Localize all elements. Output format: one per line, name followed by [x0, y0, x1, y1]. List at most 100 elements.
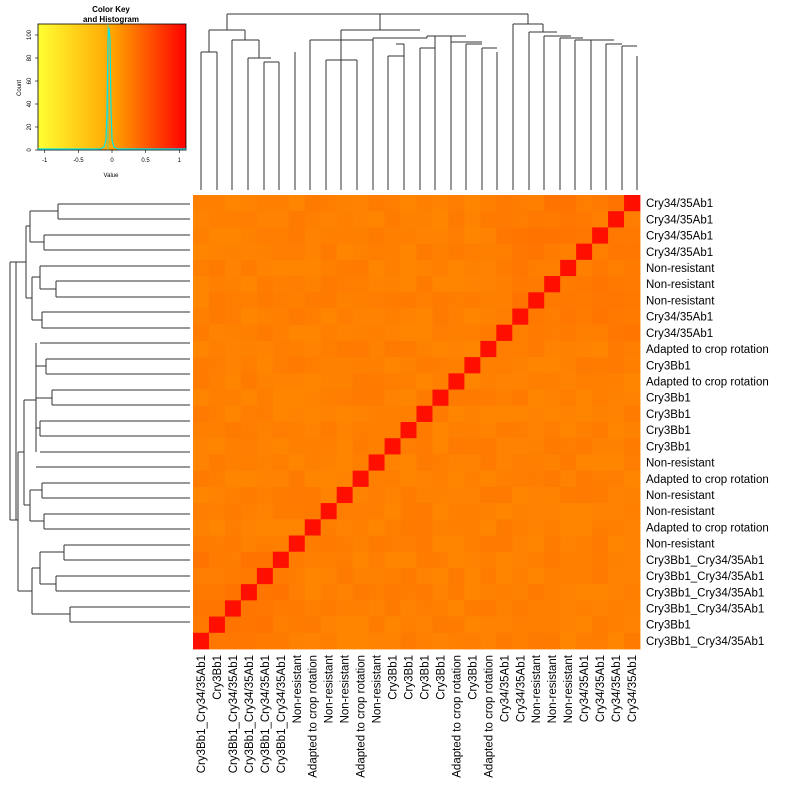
heatmap-cell: [193, 389, 210, 407]
heatmap-cell: [320, 195, 338, 212]
row-label: Cry34/35Ab1: [646, 312, 713, 324]
heatmap-cell: [528, 276, 545, 293]
heatmap-cell: [384, 195, 401, 212]
heatmap-cell: [560, 503, 577, 520]
heatmap-cell: [544, 227, 561, 245]
heatmap-cell: [608, 308, 625, 326]
heatmap-cell: [480, 551, 497, 569]
row-label: Cry3Bb1_Cry34/35Ab1: [646, 587, 764, 599]
row-labels: Cry34/35Ab1 Cry34/35Ab1 Cry34/35Ab1 Cry34/3…: [646, 198, 769, 648]
heatmap-cell: [368, 551, 385, 569]
heatmap-cell: [416, 422, 433, 439]
heatmap-cell: [464, 632, 481, 650]
heatmap-cell: [560, 324, 577, 342]
heatmap-cell: [336, 357, 354, 374]
heatmap-cell: [480, 519, 497, 536]
column-label: Cry34/35Ab1: [515, 655, 527, 722]
heatmap-cell: [496, 470, 513, 488]
heatmap-cell: [592, 600, 609, 617]
heatmap-cell: [240, 519, 258, 536]
heatmap-cell: [448, 324, 465, 342]
heatmap-cell: [400, 276, 417, 293]
heatmap-cell: [384, 567, 401, 585]
heatmap-cell: [416, 340, 433, 358]
heatmap-cell: [432, 616, 449, 634]
heatmap-cell: [304, 519, 322, 536]
heatmap-cell: [528, 195, 545, 212]
heatmap-cell: [512, 259, 529, 277]
heatmap-cell: [448, 486, 465, 504]
heatmap-cell: [624, 551, 641, 569]
heatmap-cell: [352, 292, 369, 309]
heatmap-cell: [480, 422, 497, 439]
heatmap-cell: [336, 519, 354, 536]
heatmap-cell: [368, 324, 385, 342]
heatmap-cell: [432, 600, 449, 617]
heatmap-cell: [288, 616, 306, 634]
heatmap-cell: [560, 276, 577, 293]
heatmap-cell: [288, 535, 306, 553]
heatmap-cell: [208, 357, 226, 374]
heatmap-cell: [304, 486, 322, 504]
heatmap-cell: [560, 616, 577, 634]
heatmap-cell: [496, 211, 513, 228]
heatmap-cell: [544, 195, 561, 212]
heatmap-cell: [193, 405, 210, 423]
heatmap-cell: [496, 616, 513, 634]
heatmap-cell: [544, 357, 561, 374]
heatmap-cell: [336, 373, 354, 390]
heatmap-cell: [368, 292, 385, 309]
heatmap-cell: [448, 632, 465, 650]
heatmap-cell: [368, 422, 385, 439]
heatmap-cell: [224, 405, 242, 423]
heatmap-cell: [432, 211, 449, 228]
heatmap-cell: [320, 584, 338, 601]
heatmap-cell: [480, 470, 497, 488]
heatmap-cell: [432, 389, 449, 407]
column-labels: Cry3Bb1_Cry34/35Ab1 Cry3Bb1 Cry3Bb1_Cry34/…: [196, 654, 639, 778]
heatmap-cell: [432, 454, 449, 472]
heatmap-cell: [560, 422, 577, 439]
heatmap-cell: [576, 276, 593, 293]
heatmap-cell: [352, 243, 369, 261]
heatmap-cell: [320, 292, 338, 309]
heatmap-cell: [224, 227, 242, 245]
heatmap-cell: [272, 600, 290, 617]
heatmap-cell: [208, 470, 226, 488]
heatmap-cell: [416, 373, 433, 390]
heatmap-cell: [224, 259, 242, 277]
heatmap-cell: [272, 373, 290, 390]
heatmap-cell: [304, 259, 322, 277]
heatmap-cell: [272, 503, 290, 520]
heatmap-cell: [224, 584, 242, 601]
heatmap-cell: [416, 405, 433, 423]
heatmap-cell: [576, 503, 593, 520]
heatmap-cell: [592, 276, 609, 293]
heatmap-cell: [400, 357, 417, 374]
heatmap-cell: [448, 584, 465, 601]
heatmap-cell: [432, 438, 449, 455]
heatmap-cell: [400, 632, 417, 650]
heatmap-cell: [272, 405, 290, 423]
heatmap-cell: [320, 486, 338, 504]
heatmap-cell: [304, 438, 322, 455]
row-label: Cry34/35Ab1: [646, 328, 713, 340]
heatmap-cell: [544, 243, 561, 261]
heatmap-cell: [464, 227, 481, 245]
heatmap-cell: [256, 405, 274, 423]
heatmap-cell: [193, 632, 210, 650]
heatmap-cell: [224, 422, 242, 439]
heatmap-cell: [608, 470, 625, 488]
heatmap-cell: [512, 486, 529, 504]
heatmap-cell: [528, 600, 545, 617]
heatmap-cell: [224, 340, 242, 358]
heatmap-cell: [193, 195, 210, 212]
heatmap-cell: [240, 243, 258, 261]
heatmap-cell: [480, 292, 497, 309]
row-label: Cry34/35Ab1: [646, 231, 713, 243]
heatmap-cell: [368, 584, 385, 601]
heatmap-cell: [432, 259, 449, 277]
heatmap-cell: [592, 535, 609, 553]
heatmap-cell: [272, 454, 290, 472]
heatmap-cell: [400, 292, 417, 309]
